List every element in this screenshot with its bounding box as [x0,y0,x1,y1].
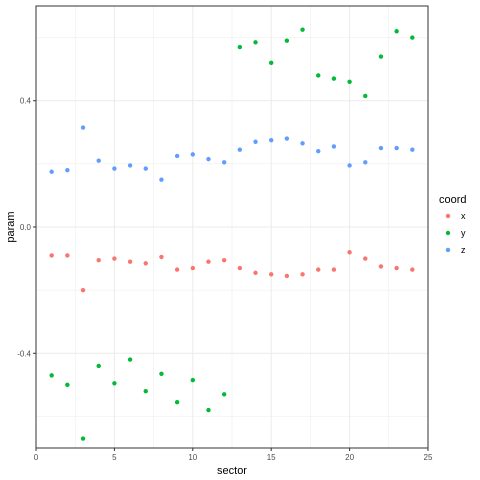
point-z [65,167,70,173]
x-tick-label: 15 [267,453,276,462]
point-z [174,153,180,159]
point-x [269,272,274,277]
point-z [316,149,321,154]
point-z [190,152,195,157]
point-x [410,267,415,272]
point-z [347,163,352,168]
point-x [300,272,305,277]
point-z [331,144,337,149]
x-tick-label: 10 [188,453,197,462]
point-z [96,158,101,163]
point-y [221,392,227,397]
point-x [159,254,164,260]
point-y [112,381,117,386]
y-tick-label: 0.0 [20,223,32,232]
x-tick-label: 20 [345,453,354,462]
legend-label-x: x [461,211,466,221]
point-y [363,93,368,99]
y-tick-label: 0.4 [20,97,32,106]
point-z [80,125,86,130]
point-x [331,267,337,272]
point-y [394,29,399,34]
point-y [410,35,415,40]
point-y [237,44,243,50]
point-z [112,166,117,171]
legend-label-z: z [461,245,466,255]
point-y [206,407,211,413]
point-x [49,253,54,258]
point-x [174,267,180,272]
point-z [127,163,133,168]
point-z [206,156,211,162]
point-z [300,141,305,146]
legend-key-x [445,213,451,219]
point-y [143,388,148,394]
point-z [363,160,368,165]
point-y [127,357,133,362]
point-x [143,261,148,266]
legend-label-y: y [461,228,466,238]
point-z [159,177,164,182]
point-z [410,147,415,152]
point-z [143,166,148,171]
point-x [80,287,86,293]
legend-title: coord [439,194,467,206]
point-y [65,382,70,388]
point-y [300,27,305,32]
point-x [253,270,258,275]
axis-ticks: 0 5 10 15 20 25 -0.4 0.0 0.4 [17,97,433,462]
point-z [221,160,227,165]
point-x [127,259,133,264]
point-y [96,363,101,369]
point-y [284,38,290,43]
point-z [253,139,258,144]
legend-key-z [445,247,451,253]
point-y [174,400,180,405]
point-x [221,257,227,263]
legend: coord xyz [439,194,467,255]
point-x [347,250,352,255]
x-axis-title: sector [217,465,247,477]
point-y [159,371,164,377]
point-x [112,256,117,261]
point-y [316,73,321,78]
data-points [49,27,415,441]
point-x [237,265,243,271]
point-y [347,79,352,84]
point-x [363,256,368,261]
point-z [49,169,54,174]
point-x [316,267,321,272]
point-y [49,373,54,378]
point-y [378,54,384,59]
x-tick-label: 5 [112,453,117,462]
point-y [190,377,195,383]
point-x [378,264,384,269]
point-y [253,40,258,45]
point-z [284,136,290,141]
point-z [237,147,243,152]
point-x [394,265,399,271]
x-tick-label: 25 [424,453,433,462]
point-z [394,145,399,151]
point-z [378,145,384,151]
point-y [269,60,274,66]
y-tick-label: -0.4 [17,349,31,358]
point-x [190,265,195,271]
point-x [284,273,290,279]
point-y [331,76,337,81]
point-y [80,436,86,441]
x-tick-label: 0 [34,453,39,462]
point-x [206,259,211,264]
point-z [269,137,274,143]
legend-key-y [445,230,451,236]
point-x [96,257,101,263]
y-axis-title: param [5,211,17,242]
point-x [65,253,70,258]
